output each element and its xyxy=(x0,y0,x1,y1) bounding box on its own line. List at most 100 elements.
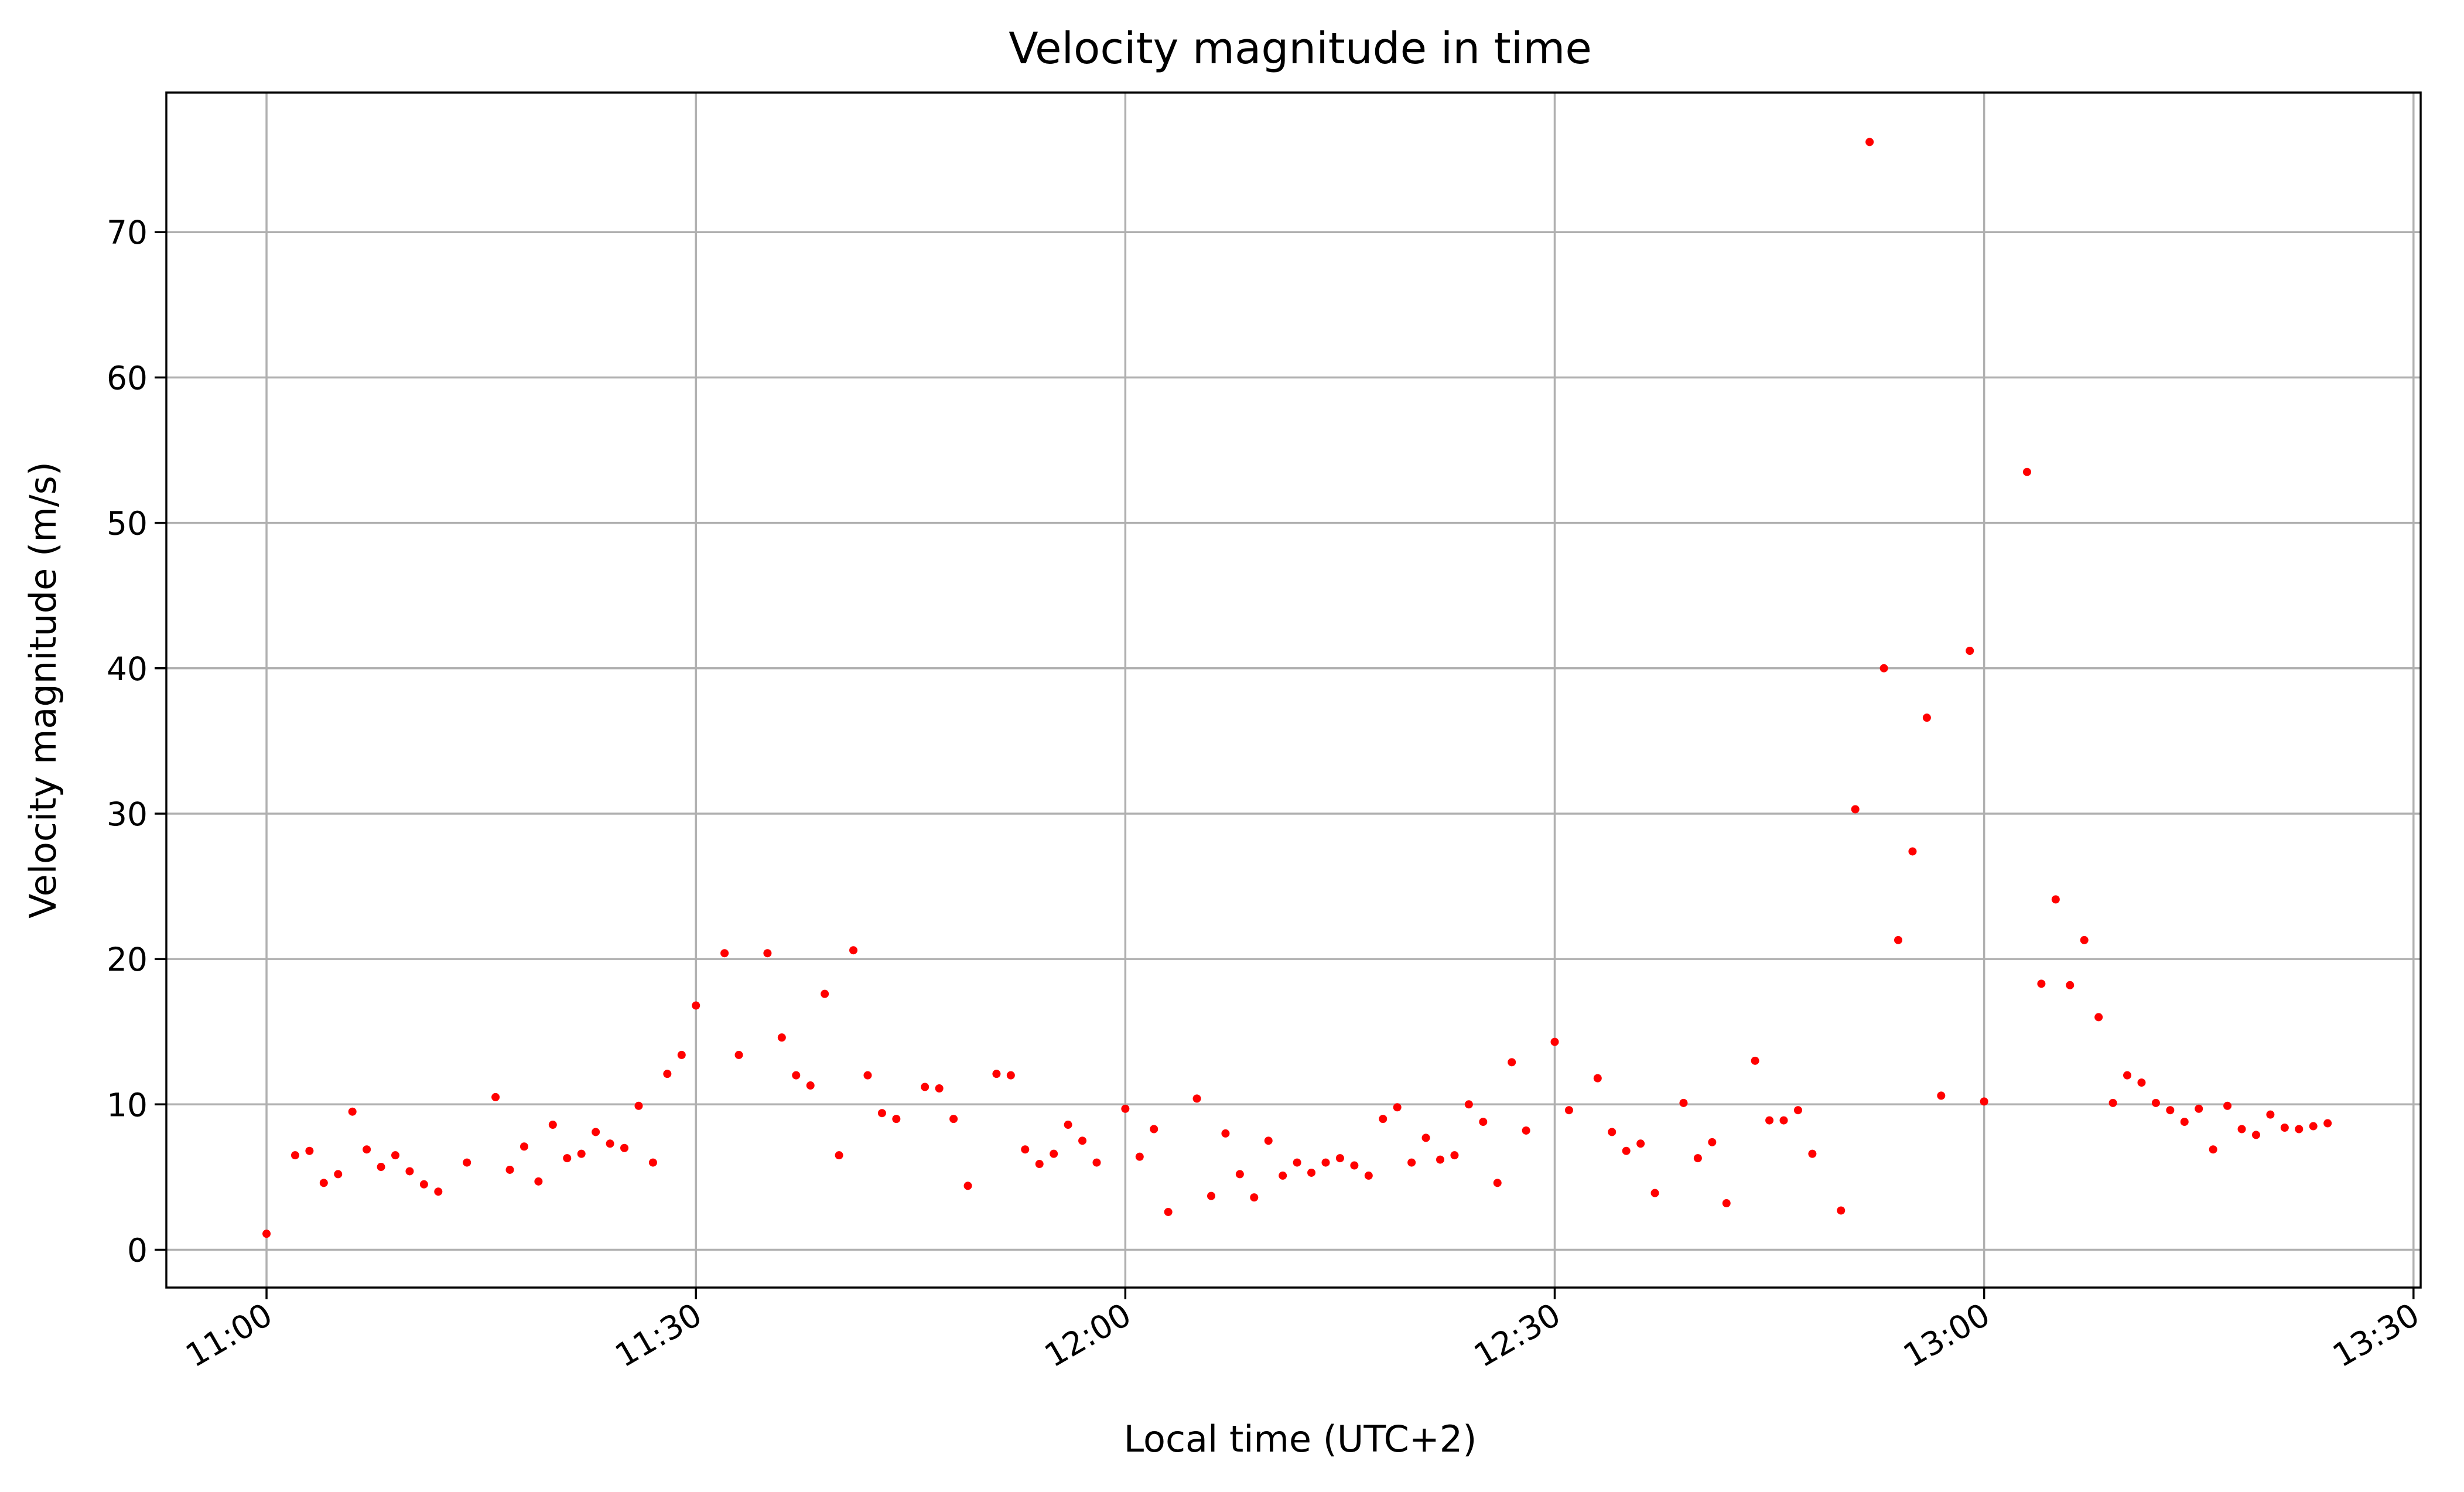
data-point xyxy=(1808,1149,1817,1158)
y-axis-label: Velocity magnitude (m/s) xyxy=(22,462,64,919)
data-point xyxy=(319,1179,328,1187)
data-point xyxy=(849,946,858,955)
data-point xyxy=(935,1084,944,1092)
data-point xyxy=(1708,1138,1717,1146)
data-point xyxy=(1121,1104,1130,1113)
data-point xyxy=(1636,1139,1645,1148)
data-point xyxy=(1393,1103,1402,1112)
data-point xyxy=(1450,1151,1459,1160)
data-point xyxy=(1164,1207,1173,1216)
data-point xyxy=(391,1151,400,1160)
data-point xyxy=(1436,1155,1444,1164)
data-point xyxy=(1307,1168,1316,1177)
data-point xyxy=(2080,936,2089,944)
data-point xyxy=(1350,1161,1359,1170)
data-point xyxy=(720,949,729,958)
data-point xyxy=(2223,1101,2232,1110)
data-point xyxy=(1264,1136,1273,1145)
grid-layer xyxy=(166,93,2421,1288)
data-point xyxy=(463,1158,471,1167)
data-point xyxy=(1779,1116,1788,1125)
data-point xyxy=(1235,1170,1244,1179)
data-point xyxy=(1837,1206,1846,1215)
data-point xyxy=(921,1083,929,1091)
data-point xyxy=(792,1071,801,1080)
data-point xyxy=(262,1230,271,1238)
y-tick-label: 60 xyxy=(107,359,148,397)
data-point xyxy=(1021,1145,1030,1154)
data-point xyxy=(1379,1115,1388,1124)
data-point xyxy=(692,1001,700,1010)
data-point xyxy=(1150,1125,1158,1133)
data-point xyxy=(1250,1193,1259,1202)
data-point xyxy=(1793,1106,1802,1115)
y-tick-label: 30 xyxy=(107,795,148,833)
data-point xyxy=(2266,1110,2275,1119)
data-point xyxy=(1922,713,1931,722)
data-point xyxy=(1564,1106,1573,1115)
data-point xyxy=(491,1092,500,1101)
y-tick-label: 70 xyxy=(107,214,148,251)
data-point xyxy=(1321,1158,1330,1167)
y-tick-label: 20 xyxy=(107,941,148,978)
data-point xyxy=(620,1143,629,1152)
data-point xyxy=(863,1071,872,1080)
data-point xyxy=(2037,979,2046,988)
data-point xyxy=(2195,1104,2203,1113)
data-point xyxy=(835,1151,843,1160)
data-point xyxy=(1980,1097,1988,1106)
data-point xyxy=(1464,1100,1473,1109)
data-point xyxy=(592,1128,600,1136)
data-point xyxy=(1751,1056,1759,1065)
data-point xyxy=(1493,1179,1502,1187)
data-point xyxy=(2309,1122,2318,1131)
data-point xyxy=(2051,895,2060,904)
chart-title: Velocity magnitude in time xyxy=(1009,23,1592,74)
data-point xyxy=(2137,1078,2146,1087)
data-point xyxy=(2123,1071,2132,1080)
data-point xyxy=(806,1081,815,1090)
data-point xyxy=(2166,1106,2175,1115)
data-point xyxy=(2022,467,2031,476)
data-point xyxy=(892,1115,901,1124)
data-point xyxy=(648,1158,657,1167)
data-point xyxy=(1078,1136,1087,1145)
data-point xyxy=(992,1070,1001,1078)
data-point xyxy=(734,1050,743,1059)
x-axis-label: Local time (UTC+2) xyxy=(1124,1418,1477,1460)
data-point xyxy=(291,1151,299,1160)
data-point xyxy=(1679,1098,1688,1107)
data-point xyxy=(577,1149,586,1158)
data-point xyxy=(1550,1037,1559,1046)
data-point xyxy=(1522,1126,1530,1135)
data-point xyxy=(2151,1098,2160,1107)
data-point xyxy=(821,989,829,998)
data-point xyxy=(1722,1199,1731,1208)
data-point xyxy=(777,1033,786,1042)
data-point xyxy=(548,1121,557,1129)
data-point xyxy=(877,1109,886,1118)
data-point xyxy=(1650,1189,1659,1197)
data-point xyxy=(1693,1154,1702,1163)
data-point xyxy=(2209,1145,2217,1154)
data-point xyxy=(1608,1128,1617,1136)
data-point xyxy=(1421,1133,1430,1142)
data-point xyxy=(2251,1131,2260,1139)
data-point xyxy=(1335,1154,1344,1163)
data-point xyxy=(1966,646,1974,655)
data-point xyxy=(949,1115,958,1124)
y-tick-label: 10 xyxy=(107,1086,148,1124)
y-tick-label: 0 xyxy=(127,1231,148,1269)
data-point xyxy=(1765,1116,1774,1125)
data-point xyxy=(2108,1098,2117,1107)
data-point xyxy=(2094,1013,2103,1022)
data-point xyxy=(1407,1158,1416,1167)
data-point xyxy=(1050,1149,1058,1158)
data-point xyxy=(1279,1171,1287,1180)
data-point xyxy=(2237,1125,2246,1133)
data-point xyxy=(348,1107,357,1116)
data-point xyxy=(763,949,772,958)
data-point xyxy=(334,1170,343,1179)
data-point xyxy=(1064,1121,1072,1129)
data-point xyxy=(1879,664,1888,672)
